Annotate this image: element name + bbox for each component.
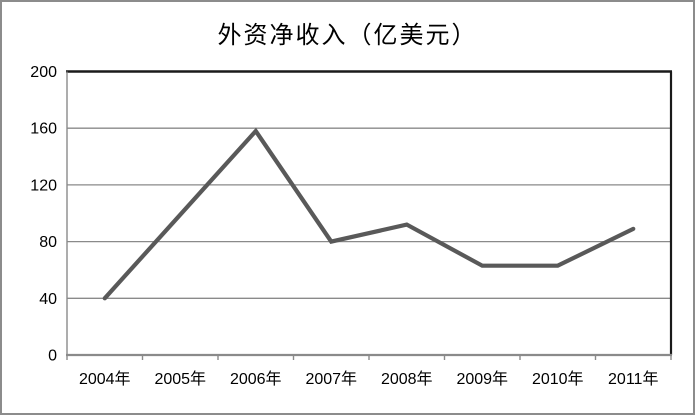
series-line <box>102 127 636 301</box>
x-axis-label: 2006年 <box>230 370 282 388</box>
y-axis-label: 80 <box>39 234 57 251</box>
x-axis-label: 2004年 <box>79 370 131 388</box>
chart-title: 外资净收入（亿美元） <box>217 21 478 49</box>
y-axis-label: 160 <box>30 121 57 138</box>
x-axis-label: 2005年 <box>154 370 206 388</box>
x-axis-label: 2011年 <box>608 370 658 388</box>
y-axis-label: 120 <box>30 177 57 194</box>
x-axis-label: 2007年 <box>305 370 357 388</box>
x-axis-label: 2010年 <box>532 370 584 388</box>
y-axis-label: 200 <box>30 64 57 81</box>
y-axis-label: 0 <box>48 348 57 365</box>
x-axis-label: 2009年 <box>456 370 508 388</box>
x-axis-label: 2008年 <box>381 370 433 388</box>
y-axis-label: 40 <box>39 291 57 308</box>
